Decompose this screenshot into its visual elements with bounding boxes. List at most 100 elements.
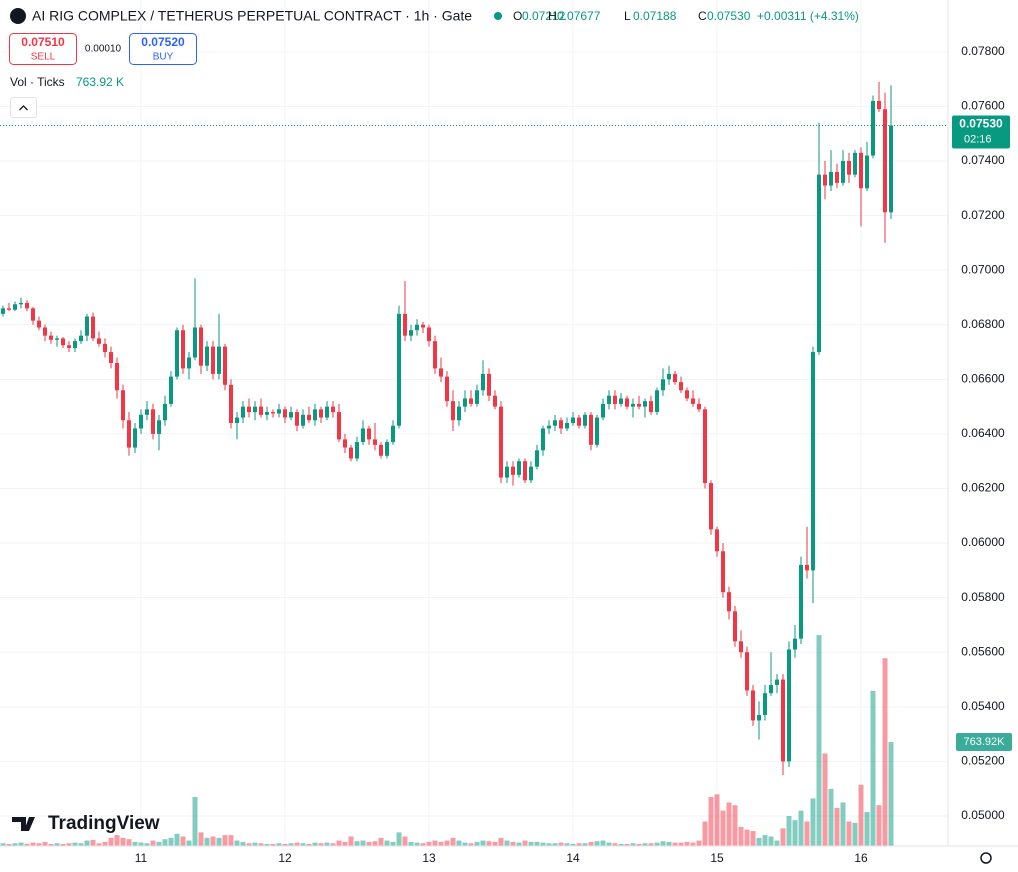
candle-body xyxy=(727,592,731,612)
y-tick-label: 0.06000 xyxy=(961,535,1005,549)
volume-bar xyxy=(462,842,468,846)
candle-body xyxy=(79,335,83,342)
volume-bar xyxy=(858,784,864,846)
candle-body xyxy=(829,171,833,186)
ohlc-label: L xyxy=(624,9,631,23)
candle-body xyxy=(511,466,515,475)
candle-body xyxy=(493,395,497,407)
candle-body xyxy=(49,335,53,340)
volume-bar xyxy=(84,840,90,846)
candle-body xyxy=(19,302,23,305)
volume-bar xyxy=(120,837,126,846)
volume-bar xyxy=(132,841,138,846)
volume-bar xyxy=(402,836,408,846)
volume-bar xyxy=(30,842,36,846)
candle-body xyxy=(103,343,107,353)
y-tick-label: 0.06600 xyxy=(961,372,1005,386)
candle-body xyxy=(439,368,443,377)
y-tick-label: 0.06200 xyxy=(961,481,1005,495)
candle-body xyxy=(379,444,383,456)
chart-title: AI RIG COMPLEX / TETHERUS PERPETUAL CONT… xyxy=(32,8,472,24)
candle-body xyxy=(55,338,59,340)
candle-body xyxy=(127,420,131,448)
sell-button[interactable] xyxy=(9,33,77,65)
indicator-value: 763.92 K xyxy=(76,75,124,89)
volume-bar xyxy=(102,841,108,846)
buy-button[interactable] xyxy=(129,33,197,65)
candle-body xyxy=(265,412,269,415)
candle-body xyxy=(235,417,239,423)
price-label-box xyxy=(952,115,1010,149)
volume-bar xyxy=(108,837,114,846)
volume-bar xyxy=(540,842,546,846)
volume-bar xyxy=(666,841,672,846)
candle-body xyxy=(721,551,725,593)
candle-body xyxy=(517,461,521,475)
volume-bar xyxy=(864,811,870,846)
volume-bar xyxy=(0,843,6,846)
candle-body xyxy=(343,439,347,448)
price-pane xyxy=(0,81,948,776)
candle-body xyxy=(355,442,359,459)
volume-bar xyxy=(354,841,360,846)
candle-body xyxy=(655,390,659,413)
symbol-icon[interactable] xyxy=(10,8,26,24)
candle-body xyxy=(361,428,365,443)
candle-body xyxy=(541,428,545,451)
volume-bar xyxy=(216,837,222,846)
candle-body xyxy=(253,406,257,413)
settings-icon[interactable] xyxy=(980,852,992,864)
volume-bar xyxy=(210,836,216,846)
ohlc-label: H xyxy=(548,9,557,23)
candle-body xyxy=(871,100,875,156)
candle-body xyxy=(505,466,509,478)
candle-body xyxy=(757,715,761,721)
candle-body xyxy=(889,125,893,213)
candle-body xyxy=(295,412,299,426)
candle-body xyxy=(607,395,611,404)
x-tick-label: 13 xyxy=(422,851,436,865)
candle-body xyxy=(319,409,323,418)
volume-bar xyxy=(330,843,336,846)
volume-bar xyxy=(594,841,600,846)
volume-bar xyxy=(888,742,894,846)
candle-body xyxy=(367,428,371,440)
candle-body xyxy=(349,447,353,459)
candle-body xyxy=(775,679,779,685)
volume-bar xyxy=(42,841,48,846)
volume-bar xyxy=(324,842,330,846)
volume-bar xyxy=(66,843,72,846)
collapse-button[interactable] xyxy=(10,97,37,118)
volume-bar xyxy=(750,831,756,846)
x-tick-label: 15 xyxy=(710,851,724,865)
candle-body xyxy=(697,403,701,410)
candle-body xyxy=(613,395,617,404)
candle-body xyxy=(409,330,413,336)
candle-body xyxy=(97,338,101,344)
candle-body xyxy=(223,346,227,385)
volume-bar xyxy=(528,841,534,846)
volume-bar xyxy=(696,840,702,846)
candle-body xyxy=(469,398,473,404)
ohlc-value: 0.07677 xyxy=(557,9,601,23)
candle-body xyxy=(793,638,797,650)
volume-bar xyxy=(156,841,162,846)
volume-bar xyxy=(870,690,876,846)
y-tick-label: 0.07800 xyxy=(961,44,1005,58)
spread: 0.00010 xyxy=(85,44,122,55)
candle-body xyxy=(397,313,401,426)
y-tick-label: 0.07400 xyxy=(961,153,1005,167)
buy-price: 0.07520 xyxy=(141,35,185,49)
volume-bar xyxy=(246,843,252,846)
volume-bar xyxy=(678,842,684,846)
y-tick-label: 0.06400 xyxy=(961,426,1005,440)
candle-body xyxy=(601,403,605,418)
volume-bar xyxy=(390,841,396,846)
volume-bar xyxy=(588,841,594,846)
candle-body xyxy=(649,401,653,413)
candle-body xyxy=(331,406,335,413)
volume-bar xyxy=(162,839,168,846)
candle-body xyxy=(883,109,887,213)
volume-bar xyxy=(618,843,624,846)
candle-body xyxy=(667,373,671,380)
